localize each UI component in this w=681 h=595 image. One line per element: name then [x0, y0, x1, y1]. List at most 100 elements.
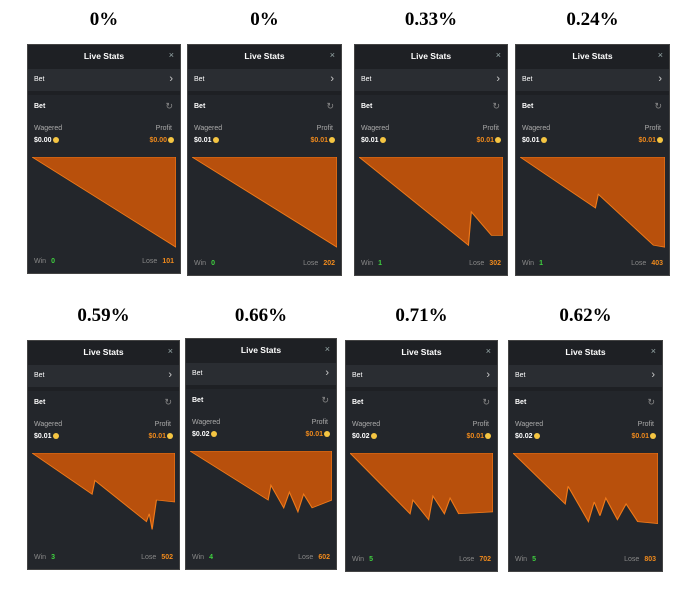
chevron: › [168, 369, 172, 381]
profit-area [511, 452, 659, 525]
lose-label: Lose [141, 554, 157, 561]
bet-row-label: Bet [361, 76, 372, 83]
bet-row[interactable]: Bet › [186, 363, 336, 385]
profit-value: $0.01 [638, 137, 663, 144]
win-count: Win 0 [194, 260, 215, 267]
live-stats-panel: Live Stats × Bet › Bet ↻ Wagered Profit $0.02 $0.… [508, 340, 663, 572]
profit-chart [188, 450, 333, 549]
live-stats-panel: Live Stats × Bet › Bet ↻ Wagered Profit $0.01 $0.… [187, 44, 342, 276]
win-label: Win [361, 260, 374, 267]
section-label: Bet [352, 399, 364, 406]
chart-svg [30, 156, 177, 249]
panel-title: Live Stats [83, 51, 125, 61]
refresh-icon[interactable]: ↻ [321, 395, 329, 405]
refresh-icon[interactable]: ↻ [654, 101, 662, 111]
bet-row[interactable]: Bet › [516, 69, 669, 91]
win-label: Win [515, 556, 528, 563]
refresh-icon[interactable]: ↻ [482, 397, 490, 407]
lose-value: 302 [489, 260, 501, 267]
close-icon[interactable]: × [167, 346, 173, 356]
win-count: Win 5 [515, 556, 536, 563]
profit-value: $0.01 [466, 433, 491, 440]
profit-area [518, 156, 666, 248]
profit-value: $0.00 [149, 137, 174, 144]
close-icon[interactable]: × [485, 346, 491, 356]
close-icon[interactable]: × [329, 50, 335, 60]
refresh-icon[interactable]: ↻ [492, 101, 500, 111]
live-stats-panel: Live Stats × Bet › Bet ↻ Wagered Profit $0.01 $0.… [354, 44, 508, 276]
wagered-label: Wagered [352, 421, 381, 428]
bet-row[interactable]: Bet › [355, 69, 507, 91]
lose-count: Lose 803 [624, 556, 656, 563]
wagered-label: Wagered [34, 125, 63, 132]
close-icon[interactable]: × [324, 344, 330, 354]
win-value: 0 [211, 260, 215, 267]
bet-row[interactable]: Bet › [346, 365, 497, 387]
profit-chart [357, 156, 504, 255]
coin-icon [370, 433, 377, 440]
coin-icon [379, 137, 386, 144]
profit-label: Profit [316, 125, 333, 132]
win-label: Win [522, 260, 535, 267]
wagered-label: Wagered [194, 125, 223, 132]
chevron: › [486, 369, 490, 381]
chart-svg [511, 452, 659, 525]
live-stats-panel: Live Stats × Bet › Bet ↻ Wagered Profit $0.01 $0.… [27, 340, 180, 570]
lose-value: 702 [479, 556, 491, 563]
win-label: Win [194, 260, 207, 267]
section-label: Bet [522, 103, 534, 110]
profit-value: $0.01 [476, 137, 501, 144]
profit-chart [30, 452, 176, 551]
refresh-icon[interactable]: ↻ [326, 101, 334, 111]
bet-row[interactable]: Bet › [28, 365, 179, 387]
chart-svg [190, 156, 338, 249]
panel-title: Live Stats [410, 51, 452, 61]
coin-icon [210, 431, 217, 438]
wagered-amount: $0.02 [192, 431, 210, 438]
profit-area [30, 452, 176, 530]
panel-title: Live Stats [244, 51, 285, 61]
profit-chart [511, 452, 659, 551]
win-value: 5 [369, 556, 373, 563]
profit-amount: $0.01 [631, 433, 649, 440]
percent-label: 0.24% [566, 9, 619, 30]
bet-row-label: Bet [34, 76, 45, 83]
win-value: 4 [209, 554, 213, 561]
profit-amount: $0.01 [638, 137, 656, 144]
lose-label: Lose [303, 260, 319, 267]
close-icon[interactable]: × [650, 346, 656, 356]
wagered-amount: $0.01 [34, 433, 52, 440]
bet-row-label: Bet [515, 372, 526, 379]
close-icon[interactable]: × [657, 50, 663, 60]
lose-label: Lose [142, 258, 158, 265]
profit-amount: $0.01 [310, 137, 328, 144]
chevron: › [651, 369, 655, 381]
lose-value: 502 [161, 554, 173, 561]
refresh-icon[interactable]: ↻ [164, 397, 172, 407]
lose-label: Lose [624, 556, 640, 563]
refresh-icon[interactable]: ↻ [165, 101, 173, 111]
close-icon[interactable]: × [495, 50, 501, 60]
chevron: › [330, 73, 334, 85]
chart-svg [357, 156, 504, 247]
bet-row[interactable]: Bet › [509, 365, 662, 387]
percent-label: 0.33% [404, 9, 458, 30]
chevron: › [496, 73, 500, 85]
coin-icon [52, 433, 59, 440]
refresh-icon[interactable]: ↻ [647, 397, 655, 407]
bet-row[interactable]: Bet › [28, 69, 180, 91]
profit-chart [518, 156, 666, 255]
percent-label: 0% [89, 9, 119, 30]
profit-label: Profit [154, 421, 171, 428]
bet-row[interactable]: Bet › [188, 69, 341, 91]
panel-title: Live Stats [401, 347, 442, 357]
lose-count: Lose 403 [631, 260, 663, 267]
profit-chart [348, 452, 494, 551]
profit-amount: $0.01 [466, 433, 484, 440]
profit-amount: $0.00 [149, 137, 167, 144]
close-icon[interactable]: × [168, 50, 174, 60]
wagered-amount: $0.01 [194, 137, 212, 144]
lose-label: Lose [469, 260, 485, 267]
section-label: Bet [515, 399, 527, 406]
